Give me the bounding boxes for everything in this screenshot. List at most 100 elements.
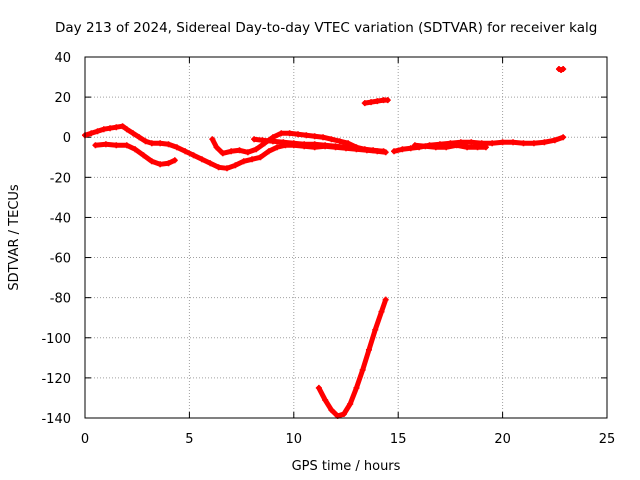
- data-point: [223, 165, 230, 172]
- series-track-3: [209, 130, 387, 157]
- data-point: [249, 156, 256, 163]
- data-point: [370, 147, 377, 154]
- series-layer: [82, 66, 567, 419]
- data-point: [294, 131, 301, 138]
- data-point: [88, 130, 95, 137]
- data-point: [530, 140, 537, 147]
- data-point: [343, 144, 349, 151]
- data-point: [213, 144, 220, 151]
- data-point: [560, 134, 567, 141]
- data-point: [251, 136, 258, 143]
- data-point: [215, 164, 222, 171]
- data-point: [257, 154, 264, 161]
- data-point: [489, 140, 496, 147]
- data-point: [136, 134, 143, 141]
- data-point: [560, 66, 567, 73]
- x-tick-label: 5: [185, 432, 193, 447]
- data-point: [100, 126, 107, 133]
- data-point: [278, 130, 285, 137]
- y-tick-label: -60: [50, 252, 71, 267]
- data-point: [280, 139, 287, 146]
- data-point: [453, 142, 460, 149]
- data-point: [411, 142, 418, 149]
- data-point: [365, 346, 372, 353]
- data-point: [148, 158, 155, 165]
- y-tick-label: -40: [50, 211, 71, 226]
- data-point: [336, 138, 343, 145]
- data-point: [510, 139, 517, 146]
- data-point: [315, 384, 322, 391]
- y-tick-label: -120: [41, 372, 71, 387]
- data-point: [347, 400, 354, 407]
- data-point: [119, 123, 126, 130]
- data-point: [123, 126, 130, 133]
- y-axis-label: SDTVAR / TECUs: [7, 184, 22, 291]
- data-point: [340, 410, 347, 417]
- data-point: [269, 138, 276, 145]
- axis-ticks: 0 5 10 15 20 25 -140 -120 -100 -80 -60 -40 -20 0 20 40: [41, 51, 615, 447]
- data-point: [236, 147, 243, 154]
- data-point: [286, 130, 293, 137]
- data-point: [303, 132, 310, 139]
- data-point: [123, 142, 130, 149]
- series-track-9: [555, 66, 567, 74]
- data-point: [378, 308, 385, 315]
- y-tick-label: 0: [63, 131, 71, 146]
- data-point: [328, 136, 335, 143]
- data-point: [198, 156, 205, 163]
- data-point: [290, 140, 297, 147]
- series-line: [209, 130, 387, 156]
- data-point: [464, 144, 471, 151]
- data-point: [368, 99, 375, 106]
- y-tick-label: 40: [54, 51, 71, 66]
- grid: [85, 57, 607, 418]
- y-tick-label: -140: [41, 412, 71, 427]
- data-point: [520, 140, 527, 147]
- data-point: [311, 141, 318, 148]
- data-point: [107, 125, 114, 132]
- x-tick-label: 10: [286, 432, 303, 447]
- data-point: [432, 144, 439, 151]
- data-point: [157, 161, 164, 168]
- data-point: [190, 152, 197, 159]
- data-point: [443, 144, 450, 151]
- plot-frame: [84, 56, 608, 419]
- data-point: [301, 141, 308, 148]
- data-point: [92, 142, 99, 149]
- x-tick-label: 15: [390, 432, 407, 447]
- data-point: [328, 406, 335, 413]
- data-point: [209, 136, 216, 143]
- data-point: [391, 148, 398, 155]
- series-line: [92, 141, 178, 167]
- series-track-5: [315, 296, 389, 419]
- series-track-6: [361, 97, 391, 107]
- series-line: [251, 136, 349, 150]
- data-point: [165, 160, 172, 167]
- data-point: [253, 146, 260, 153]
- data-point: [361, 100, 368, 107]
- data-point: [232, 162, 239, 169]
- data-point: [322, 142, 329, 149]
- data-point: [171, 157, 178, 164]
- x-axis-label: GPS time / hours: [292, 459, 401, 474]
- data-point: [148, 140, 155, 147]
- data-point: [322, 396, 329, 403]
- data-point: [380, 148, 387, 155]
- data-point: [407, 145, 414, 152]
- y-tick-label: -100: [41, 332, 71, 347]
- data-point: [345, 140, 352, 147]
- data-point: [353, 144, 360, 151]
- y-tick-label: -80: [50, 292, 71, 307]
- data-point: [422, 143, 429, 150]
- data-point: [240, 158, 247, 165]
- data-point: [382, 296, 389, 303]
- x-tick-label: 20: [494, 432, 511, 447]
- data-point: [274, 144, 281, 151]
- x-tick-label: 0: [81, 432, 89, 447]
- data-point: [374, 98, 381, 105]
- data-point: [361, 146, 368, 153]
- data-point: [130, 130, 137, 137]
- data-point: [113, 124, 120, 131]
- series-track-8: [411, 142, 489, 151]
- data-point: [165, 141, 172, 148]
